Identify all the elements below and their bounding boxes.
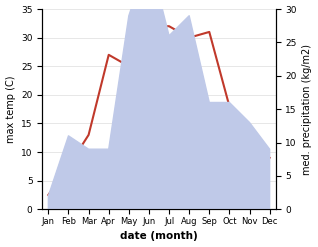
Y-axis label: max temp (C): max temp (C) bbox=[5, 75, 16, 143]
Y-axis label: med. precipitation (kg/m2): med. precipitation (kg/m2) bbox=[302, 44, 313, 175]
X-axis label: date (month): date (month) bbox=[120, 231, 198, 242]
